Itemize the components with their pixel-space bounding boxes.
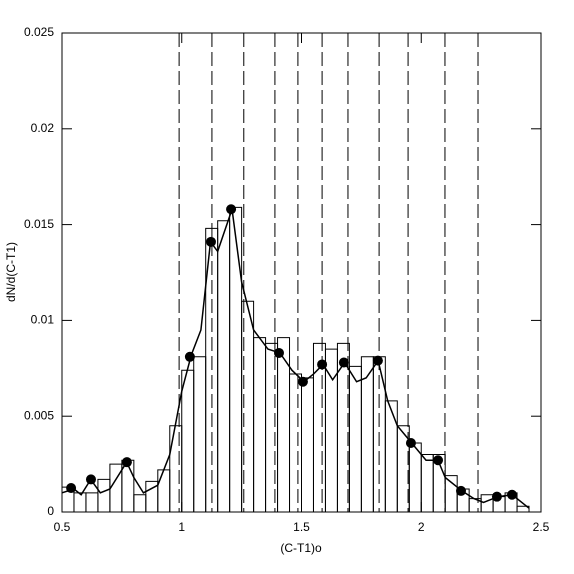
y-tick-label: 0.025 [24, 25, 54, 39]
y-tick-label: 0.01 [31, 313, 55, 327]
histogram-step [480, 494, 494, 512]
histogram-step [420, 454, 434, 512]
histogram-step [265, 342, 279, 512]
histogram-step [324, 348, 338, 512]
histogram-step [217, 220, 231, 512]
histogram-step [348, 365, 362, 512]
histogram-step [181, 369, 195, 512]
smooth-curve [61, 209, 530, 509]
data-point [405, 438, 416, 449]
data-point [85, 474, 96, 485]
histogram-step [157, 469, 171, 512]
histogram-step [169, 425, 183, 512]
x-tick-label: 0.5 [54, 520, 71, 534]
data-point [491, 491, 502, 502]
y-tick-label: 0.015 [24, 217, 54, 231]
x-tick-label: 1.5 [293, 520, 310, 534]
histogram-step [193, 356, 207, 512]
histogram-step [73, 492, 87, 512]
histogram-step [109, 463, 123, 512]
x-tick-label: 2 [418, 520, 425, 534]
y-axis-label: dN/d(C-T1) [4, 242, 18, 302]
data-point [338, 357, 349, 368]
histogram-step [301, 377, 314, 512]
histogram-step [97, 478, 111, 512]
histogram-step [444, 475, 458, 512]
x-tick-label: 1 [178, 520, 185, 534]
data-point [66, 483, 77, 494]
data-point [184, 351, 195, 362]
histogram-step [516, 505, 530, 512]
histogram-step [85, 492, 99, 512]
data-point [372, 355, 383, 366]
data-point [433, 455, 444, 466]
data-point [205, 236, 216, 247]
data-point [273, 347, 284, 358]
y-tick-label: 0 [47, 504, 54, 518]
data-point [297, 376, 308, 387]
histogram-step [133, 494, 147, 512]
histogram-step [253, 337, 267, 512]
data-point [121, 457, 132, 468]
histogram-step [360, 356, 374, 512]
histogram-step [289, 373, 302, 512]
y-tick-label: 0.02 [31, 121, 55, 135]
data-point [456, 485, 467, 496]
histogram-step [229, 206, 243, 512]
histogram-step [384, 400, 398, 512]
y-tick-label: 0.005 [24, 408, 54, 422]
data-point [507, 489, 518, 500]
data-point [226, 204, 237, 215]
data-point [317, 359, 328, 370]
x-tick-label: 2.5 [533, 520, 550, 534]
x-axis-label: (C-T1)o [280, 541, 322, 555]
